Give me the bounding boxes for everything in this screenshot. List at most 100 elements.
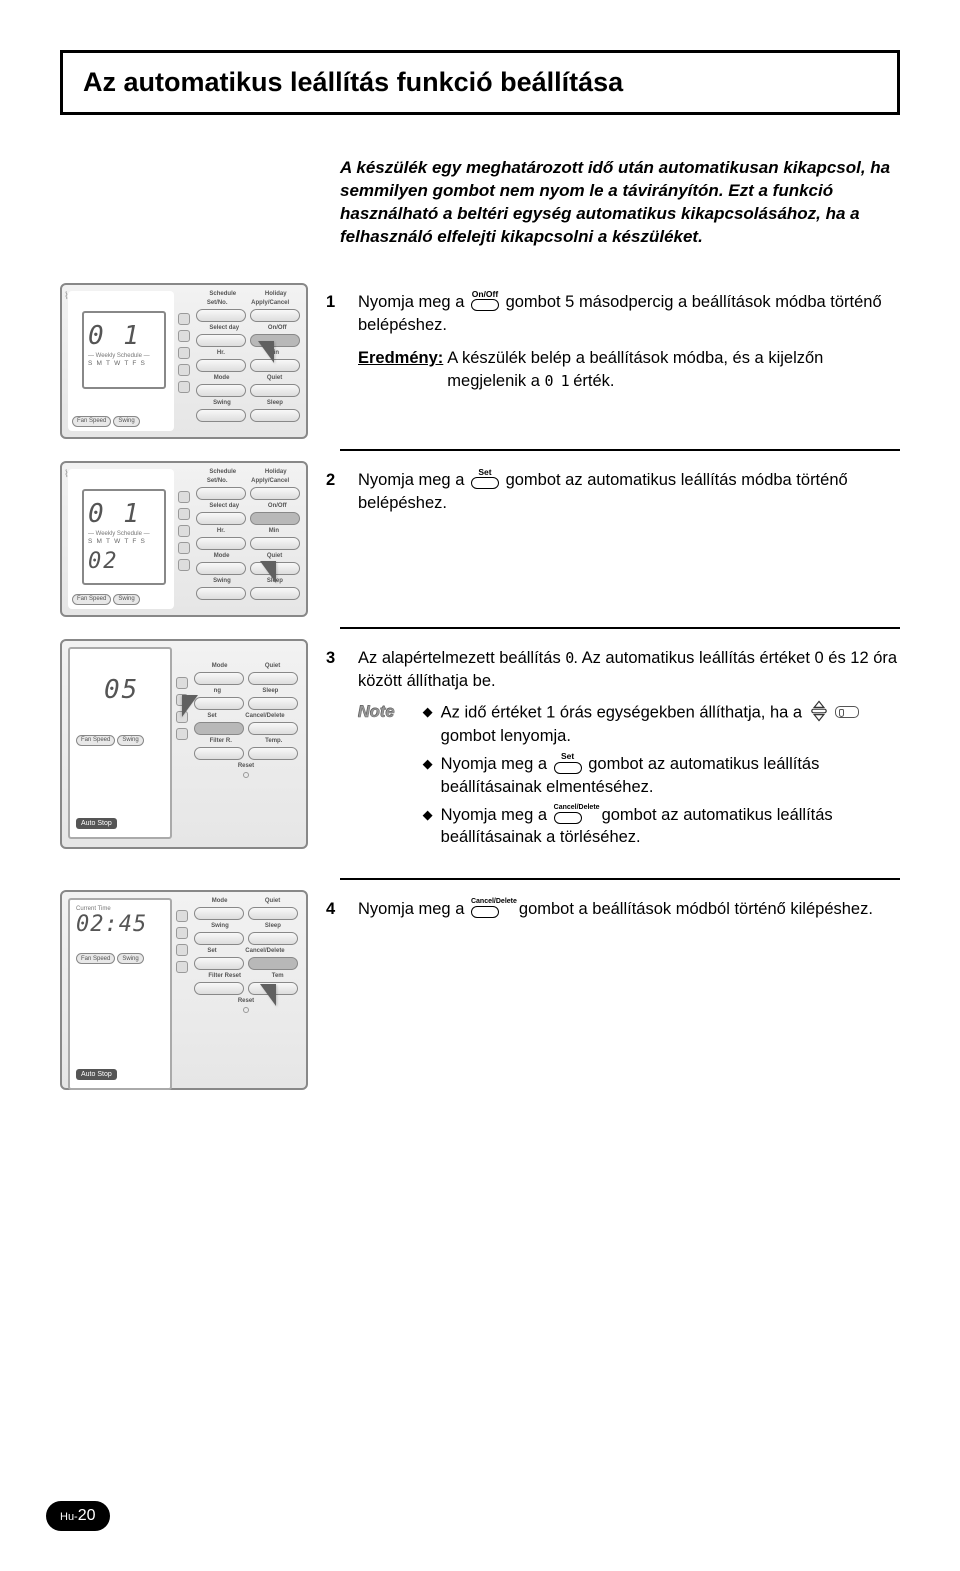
lbl: Set/No. (207, 478, 228, 484)
lbl: Cancel/Delete (245, 713, 284, 719)
lbl: On/Off (268, 503, 287, 509)
intro-text: A készülék egy meghatározott idő után au… (340, 157, 900, 249)
lbl: Reset (238, 998, 254, 1004)
lbl: Mode (212, 663, 228, 669)
bullet-3: ◆ Nyomja meg a Cancel/Deletegombot az au… (423, 804, 900, 849)
page-prefix: Hu- (60, 1511, 78, 1523)
step-number: 2 (326, 469, 342, 515)
autostop-badge: Auto Stop (76, 1069, 117, 1080)
divider (340, 449, 900, 451)
side-btn (178, 364, 190, 376)
btn (194, 932, 244, 945)
pill-fanspeed: Fan Speed (72, 594, 111, 605)
step-4: 4 Nyomja meg a Cancel/Deletegombot a beá… (326, 898, 900, 921)
pill-fanspeed: Fan Speed (76, 953, 115, 964)
set-button-icon: Set (554, 752, 582, 774)
step-2-row: ⌇ 0 1 — Weekly Schedule — S M T W T F S … (60, 461, 900, 617)
divider (340, 878, 900, 880)
step-number: 1 (326, 291, 342, 393)
result-text: A készülék belép a beállítások módba, és… (447, 349, 823, 390)
side-btn (176, 944, 188, 956)
lbl: Mode (214, 375, 230, 381)
lbl: Reset (238, 763, 254, 769)
lbl: Select day (209, 503, 239, 509)
btn (196, 334, 246, 347)
result-text: érték. (573, 372, 614, 390)
lbl: Hr. (217, 350, 225, 356)
cursor-icon (260, 984, 276, 1006)
btn (196, 587, 246, 600)
pill-fanspeed: Fan Speed (72, 416, 111, 427)
btn (248, 932, 298, 945)
pill-swing: Swing (113, 416, 139, 427)
pill-swing: Swing (113, 594, 139, 605)
page-number-badge: Hu-20 (46, 1501, 110, 1531)
side-btn (178, 313, 190, 325)
side-btn (178, 542, 190, 554)
lcd-value: 05 (104, 675, 164, 705)
lbl: Filter Reset (208, 973, 241, 979)
page-number: 20 (78, 1507, 96, 1524)
side-btn (178, 381, 190, 393)
diamond-icon: ◆ (423, 701, 433, 747)
btn (194, 907, 244, 920)
remote-illustration-3: 05 Fan Speed Swing Auto Stop ModeQuiet (60, 639, 308, 849)
step-3: 3 Az alapértelmezett beállítás 0. Az aut… (326, 647, 900, 855)
side-btn (176, 910, 188, 922)
pill-swing: Swing (117, 735, 143, 746)
btn (250, 487, 300, 500)
lbl: Sleep (262, 688, 278, 694)
remote-illustration-4: Current Time 02:45 Fan Speed Swing Auto … (60, 890, 308, 1090)
lbl: Sleep (265, 923, 281, 929)
btn (194, 747, 244, 760)
side-btn (178, 491, 190, 503)
btn (194, 957, 244, 970)
bullet-text: Nyomja meg a (441, 755, 547, 773)
lcd-days: S M T W T F S (88, 360, 160, 367)
lbl: Apply/Cancel (251, 300, 289, 306)
bullet-text: Nyomja meg a (441, 806, 547, 824)
canceldelete-button-icon: Cancel/Delete (554, 804, 600, 824)
btn (196, 562, 246, 575)
step-text: Az alapértelmezett beállítás (358, 649, 561, 667)
btn (194, 697, 244, 710)
onoff-button-icon: On/Off (471, 290, 499, 312)
bullet-text: gombot lenyomja. (441, 727, 571, 745)
lbl: Quiet (267, 553, 282, 559)
btn (196, 512, 246, 525)
remote-illustration-1: ⌇ 0 1 — Weekly Schedule — S M T W T F S … (60, 283, 308, 439)
btn (196, 409, 246, 422)
lbl: On/Off (268, 325, 287, 331)
set-button-icon: Set (471, 468, 499, 490)
lbl: Schedule (209, 291, 236, 297)
btn (250, 409, 300, 422)
cursor-icon (258, 341, 274, 363)
btn (250, 587, 300, 600)
lbl: Set (207, 948, 216, 954)
title-box: Az automatikus leállítás funkció beállít… (60, 50, 900, 115)
bullet-2: ◆ Nyomja meg a Set gombot az automatikus… (423, 753, 900, 798)
step-1: 1 Nyomja meg a On/Off gombot 5 másodperc… (326, 291, 900, 393)
side-btn (178, 525, 190, 537)
btn (196, 309, 246, 322)
lbl: Temp. (265, 738, 282, 744)
lbl: Swing (213, 400, 231, 406)
lcd-week-label: — Weekly Schedule — (88, 353, 160, 359)
lbl: Holiday (265, 291, 287, 297)
step-3-row: 05 Fan Speed Swing Auto Stop ModeQuiet (60, 639, 900, 869)
lcd-sub-value: 02 (88, 549, 160, 574)
lbl: Hr. (217, 528, 225, 534)
btn (250, 384, 300, 397)
result-label: Eredmény: (358, 347, 443, 393)
btn (250, 512, 300, 525)
btn (250, 309, 300, 322)
lcd-days: S M T W T F S (88, 538, 160, 545)
lbl: Cancel/Delete (245, 948, 284, 954)
btn (248, 747, 298, 760)
btn (248, 957, 298, 970)
step-1-row: ⌇ 0 1 — Weekly Schedule — S M T W T F S … (60, 283, 900, 439)
side-btn (176, 728, 188, 740)
lbl: Swing (213, 578, 231, 584)
step-number: 3 (326, 647, 342, 855)
autostop-badge: Auto Stop (76, 818, 117, 829)
